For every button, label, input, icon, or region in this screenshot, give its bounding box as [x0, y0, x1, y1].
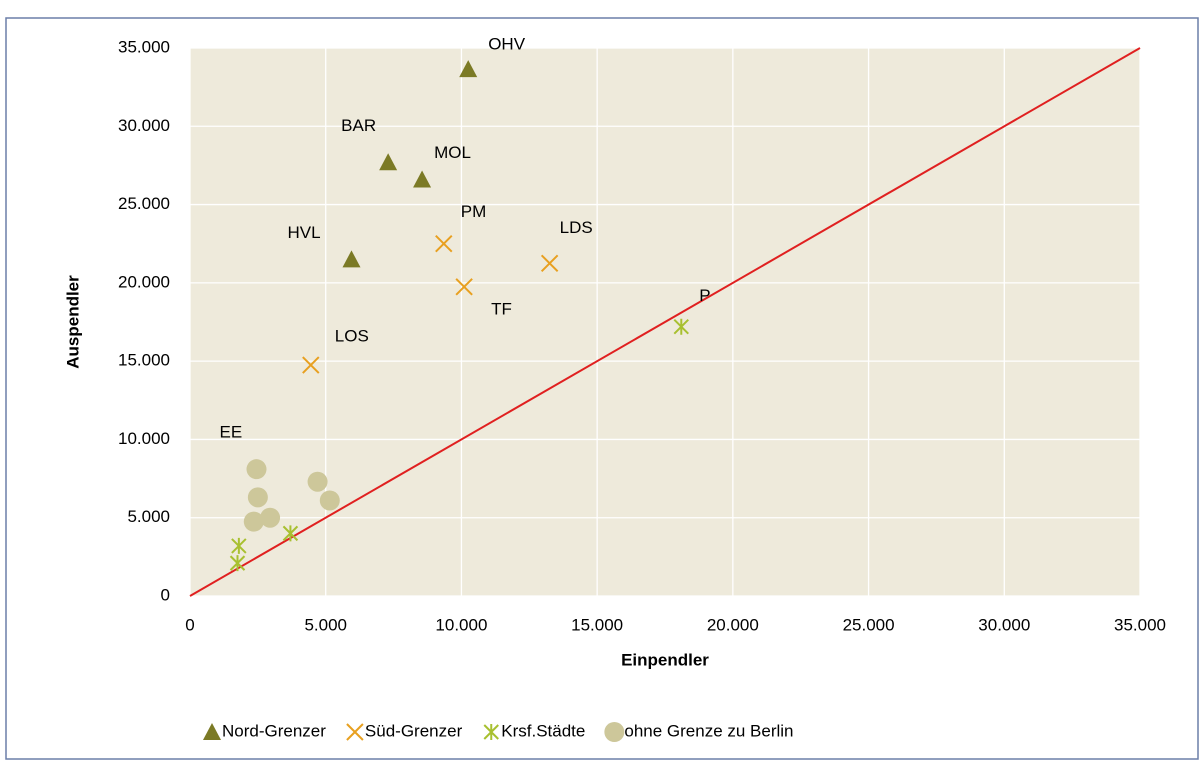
marker-shape [302, 356, 320, 374]
x-tick-label: 30.000 [978, 615, 1030, 634]
marker-shape [319, 490, 340, 511]
marker-shape [379, 153, 398, 171]
marker [455, 278, 473, 296]
marker-shape [483, 724, 499, 740]
point-label: OHV [488, 35, 526, 54]
legend-item: ohne Grenze zu Berlin [604, 721, 794, 742]
y-axis-label: Auspendler [63, 275, 82, 369]
marker-shape [229, 555, 246, 572]
marker [282, 525, 299, 542]
legend-label: Süd-Grenzer [365, 721, 463, 740]
marker-shape [247, 487, 268, 508]
marker-shape [231, 537, 247, 554]
y-tick-label: 5.000 [127, 507, 170, 526]
marker [302, 356, 320, 374]
x-axis-label: Einpendler [621, 650, 709, 669]
legend: Nord-Grenzer Süd-Grenzer Krsf.Städte ohne G… [203, 721, 794, 742]
x-tick-label: 25.000 [843, 615, 895, 634]
marker [413, 170, 432, 188]
x-tick-label: 5.000 [304, 615, 347, 634]
legend-label: Krsf.Städte [501, 721, 585, 740]
y-tick-label: 0 [161, 585, 170, 604]
y-tick-label: 15.000 [118, 351, 170, 370]
marker [379, 153, 398, 171]
marker [229, 555, 246, 572]
marker [435, 235, 453, 253]
point-label: P [699, 286, 710, 305]
point-label: LOS [335, 327, 369, 346]
marker [243, 511, 264, 532]
legend-label: Nord-Grenzer [222, 721, 326, 740]
legend-label: ohne Grenze zu Berlin [624, 721, 793, 740]
y-tick-label: 10.000 [118, 429, 170, 448]
marker [483, 724, 499, 740]
marker [673, 318, 689, 335]
marker-shape [282, 525, 299, 542]
point-label: BAR [341, 116, 376, 135]
point-label: TF [491, 299, 512, 318]
marker [246, 459, 267, 480]
legend-item: Nord-Grenzer [203, 721, 326, 740]
point-label: LDS [560, 218, 593, 237]
marker [540, 254, 559, 272]
marker [459, 60, 478, 78]
x-tick-label: 20.000 [707, 615, 759, 634]
reference-line [189, 47, 1141, 597]
marker-shape [342, 250, 361, 268]
marker-shape [459, 60, 478, 78]
point-label: PM [461, 202, 487, 221]
marker-shape [540, 254, 559, 272]
marker-shape [455, 278, 473, 296]
marker-shape [604, 722, 625, 742]
marker-shape [413, 170, 432, 188]
point-label: MOL [434, 143, 471, 162]
x-tick-label: 35.000 [1114, 615, 1166, 634]
y-tick-label: 25.000 [118, 194, 170, 213]
y-tick-label: 35.000 [118, 37, 170, 56]
marker [231, 537, 247, 554]
marker [203, 723, 221, 740]
marker-shape [346, 723, 364, 741]
marker [346, 723, 364, 741]
x-tick-label: 0 [185, 615, 194, 634]
marker-shape [260, 507, 281, 528]
point-label: EE [220, 423, 243, 442]
legend-item: Süd-Grenzer [346, 721, 463, 741]
y-tick-label: 30.000 [118, 116, 170, 135]
marker-shape [243, 511, 264, 532]
marker [247, 487, 268, 508]
marker-shape [246, 459, 267, 480]
y-tick-label: 20.000 [118, 272, 170, 291]
marker [342, 250, 361, 268]
marker [307, 471, 328, 492]
marker-shape [673, 318, 689, 335]
legend-item: Krsf.Städte [483, 721, 585, 740]
marker-shape [435, 235, 453, 253]
marker-shape [203, 723, 221, 740]
marker [604, 722, 625, 742]
marker-shape [307, 471, 328, 492]
marker [319, 490, 340, 511]
x-tick-label: 15.000 [571, 615, 623, 634]
marker [260, 507, 281, 528]
point-label: HVL [288, 223, 321, 242]
x-tick-label: 10.000 [435, 615, 487, 634]
